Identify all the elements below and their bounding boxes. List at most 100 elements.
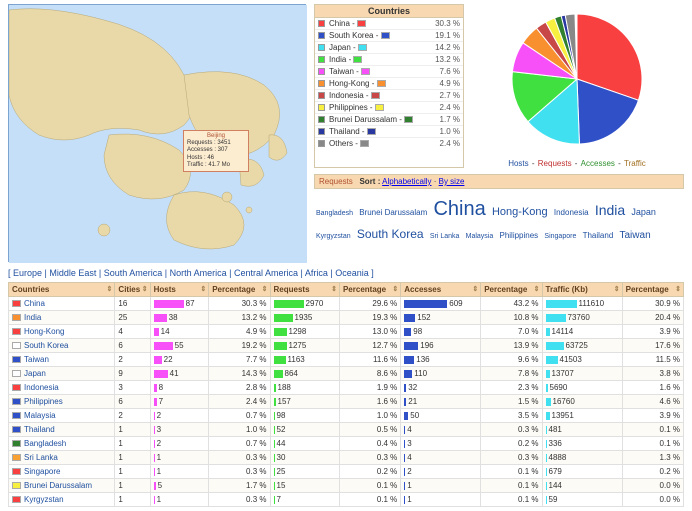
column-header[interactable]: Cities [115,283,150,297]
flag-icon [12,454,21,461]
tag-link[interactable]: Bangladesh [316,210,353,217]
continent-link[interactable]: Europe [13,268,42,278]
sort-alpha[interactable]: Alphabetically [382,177,431,186]
sort-label: Sort : [359,177,380,186]
tag-link[interactable]: South Korea [357,227,424,241]
tag-link[interactable]: Indonesia [554,208,589,217]
cell-cities: 1 [115,423,150,437]
column-header[interactable]: Percentage [339,283,400,297]
pie-caption-item[interactable]: Requests [538,159,572,168]
legend-row[interactable]: Philippines - 2.4 % [315,102,463,114]
cell-accesses: 136 [401,353,481,367]
sort-size[interactable]: By size [439,177,465,186]
cell-country[interactable]: Sri Lanka [9,451,115,465]
legend-name: Philippines - [329,103,440,112]
tag-link[interactable]: Brunei Darussalam [359,208,427,217]
map[interactable]: Beijing Requests : 3451 Accesses : 307 H… [8,4,306,262]
table-row: Sri Lanka 1 1 0.3 % 30 0.3 % 4 0.3 % 488… [9,451,684,465]
pie-caption-item[interactable]: Hosts [508,159,528,168]
continent-link[interactable]: South America [104,268,163,278]
cell-hosts-pct: 13.2 % [209,311,270,325]
column-header[interactable]: Percentage [481,283,542,297]
cell-accesses: 4 [401,423,481,437]
tag-link[interactable]: China [433,198,485,220]
continent-link[interactable]: Africa [305,268,328,278]
tag-link[interactable]: Japan [631,207,656,217]
cell-country[interactable]: Singapore [9,465,115,479]
cell-country[interactable]: South Korea [9,339,115,353]
continent-link[interactable]: Central America [234,268,298,278]
legend-pct: 2.4 % [440,103,460,112]
tag-link[interactable]: Hong-Kong [492,206,548,218]
legend-row[interactable]: Others - 2.4 % [315,138,463,149]
tag-link[interactable]: Kyrgyzstan [316,233,351,240]
column-header[interactable]: Requests [270,283,339,297]
pie-caption-item[interactable]: Traffic [624,159,646,168]
column-header[interactable]: Countries [9,283,115,297]
column-header[interactable]: Percentage [209,283,270,297]
cell-hosts: 8 [150,381,209,395]
legend-name: China - [329,19,435,28]
cell-hosts: 55 [150,339,209,353]
cell-country[interactable]: Taiwan [9,353,115,367]
cell-hosts: 14 [150,325,209,339]
column-header[interactable]: Hosts [150,283,209,297]
cell-requests: 188 [270,381,339,395]
continent-link[interactable]: Middle East [49,268,96,278]
cell-cities: 6 [115,395,150,409]
cell-accesses-pct: 2.3 % [481,381,542,395]
cell-country[interactable]: India [9,311,115,325]
tag-link[interactable]: Thailand [583,231,614,240]
tag-link[interactable]: Philippines [499,231,538,240]
cell-cities: 1 [115,451,150,465]
column-header[interactable]: Percentage [622,283,683,297]
continent-link[interactable]: North America [170,268,227,278]
continent-link[interactable]: Oceania [335,268,369,278]
legend-row[interactable]: Japan - 14.2 % [315,42,463,54]
cell-country[interactable]: Brunei Darussalam [9,479,115,493]
tag-link[interactable]: Singapore [544,233,576,240]
legend-row[interactable]: South Korea - 19.1 % [315,30,463,42]
legend-name: South Korea - [329,31,435,40]
cell-traffic: 13951 [542,409,622,423]
legend-row[interactable]: Brunei Darussalam - 1.7 % [315,114,463,126]
tag-link[interactable]: Malaysia [466,233,494,240]
sort-prefix: Requests [319,177,353,186]
cell-country[interactable]: China [9,297,115,311]
column-header[interactable]: Accesses [401,283,481,297]
flag-icon [12,440,21,447]
tag-link[interactable]: Taiwan [620,230,651,241]
cell-traffic: 144 [542,479,622,493]
cell-cities: 4 [115,325,150,339]
cell-hosts: 87 [150,297,209,311]
map-svg [9,5,307,263]
cell-traffic-pct: 0.1 % [622,423,683,437]
cell-traffic: 481 [542,423,622,437]
cell-country[interactable]: Malaysia [9,409,115,423]
flag-icon [12,356,21,363]
column-header[interactable]: Traffic (Kb) [542,283,622,297]
cell-country[interactable]: Thailand [9,423,115,437]
legend-row[interactable]: Taiwan - 7.6 % [315,66,463,78]
continent-links: [ Europe | Middle East | South America |… [8,268,684,278]
tag-link[interactable]: India [595,202,625,218]
cell-requests-pct: 11.6 % [339,353,400,367]
legend-row[interactable]: Thailand - 1.0 % [315,126,463,138]
cell-country[interactable]: Bangladesh [9,437,115,451]
cell-country[interactable]: Indonesia [9,381,115,395]
cell-hosts: 1 [150,493,209,507]
cell-country[interactable]: Hong-Kong [9,325,115,339]
pie-caption-item[interactable]: Accesses [581,159,615,168]
cell-cities: 1 [115,493,150,507]
legend-row[interactable]: Indonesia - 2.7 % [315,90,463,102]
cell-accesses-pct: 0.1 % [481,479,542,493]
legend-row[interactable]: Hong-Kong - 4.9 % [315,78,463,90]
legend-name: Others - [329,139,440,148]
legend-row[interactable]: China - 30.3 % [315,18,463,30]
cell-country[interactable]: Japan [9,367,115,381]
legend-swatch [318,56,325,63]
tag-link[interactable]: Sri Lanka [430,233,460,240]
legend-row[interactable]: India - 13.2 % [315,54,463,66]
cell-country[interactable]: Philippines [9,395,115,409]
cell-country[interactable]: Kyrgyzstan [9,493,115,507]
